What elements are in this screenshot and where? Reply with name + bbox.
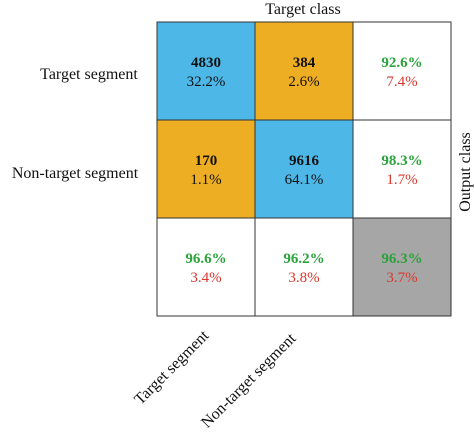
chart-title: Target class [265, 1, 340, 18]
cell-percent: 32.2% [187, 74, 226, 90]
col-summary-correct: 96.6% [185, 251, 226, 267]
row-summary-cell [352, 119, 452, 219]
cell-percent: 2.6% [288, 74, 319, 90]
overall-error: 3.7% [386, 270, 417, 286]
col-summary-error: 3.8% [288, 270, 319, 286]
row-summary-correct: 92.6% [381, 55, 422, 71]
row-label-non-target: Non-target segment [12, 165, 139, 182]
overall-correct: 96.3% [381, 251, 422, 267]
cell-count: 4830 [191, 55, 221, 71]
col-summary-cell [156, 217, 256, 317]
row-summary-correct: 98.3% [381, 153, 422, 169]
col-summary-cell [254, 217, 354, 317]
row-summary-error: 1.7% [386, 172, 417, 188]
col-summary-error: 3.4% [190, 270, 221, 286]
cell-percent: 1.1% [190, 172, 221, 188]
row-summary-error: 7.4% [386, 74, 417, 90]
col-label-target: Target segment [131, 327, 212, 408]
cell-percent: 64.1% [285, 172, 324, 188]
matrix-cell [254, 119, 354, 219]
matrix-cell [156, 119, 256, 219]
row-summary-cell [352, 21, 452, 121]
cell-count: 9616 [289, 153, 320, 169]
cell-count: 384 [293, 55, 316, 71]
col-summary-correct: 96.2% [283, 251, 324, 267]
y-axis-label: Output class [457, 132, 474, 212]
col-label-non-target: Non-target segment [198, 330, 300, 432]
matrix-cell [254, 21, 354, 121]
row-label-target: Target segment [40, 66, 138, 83]
overall-cell [352, 217, 452, 317]
cell-count: 170 [195, 153, 218, 169]
matrix-cell [156, 21, 256, 121]
